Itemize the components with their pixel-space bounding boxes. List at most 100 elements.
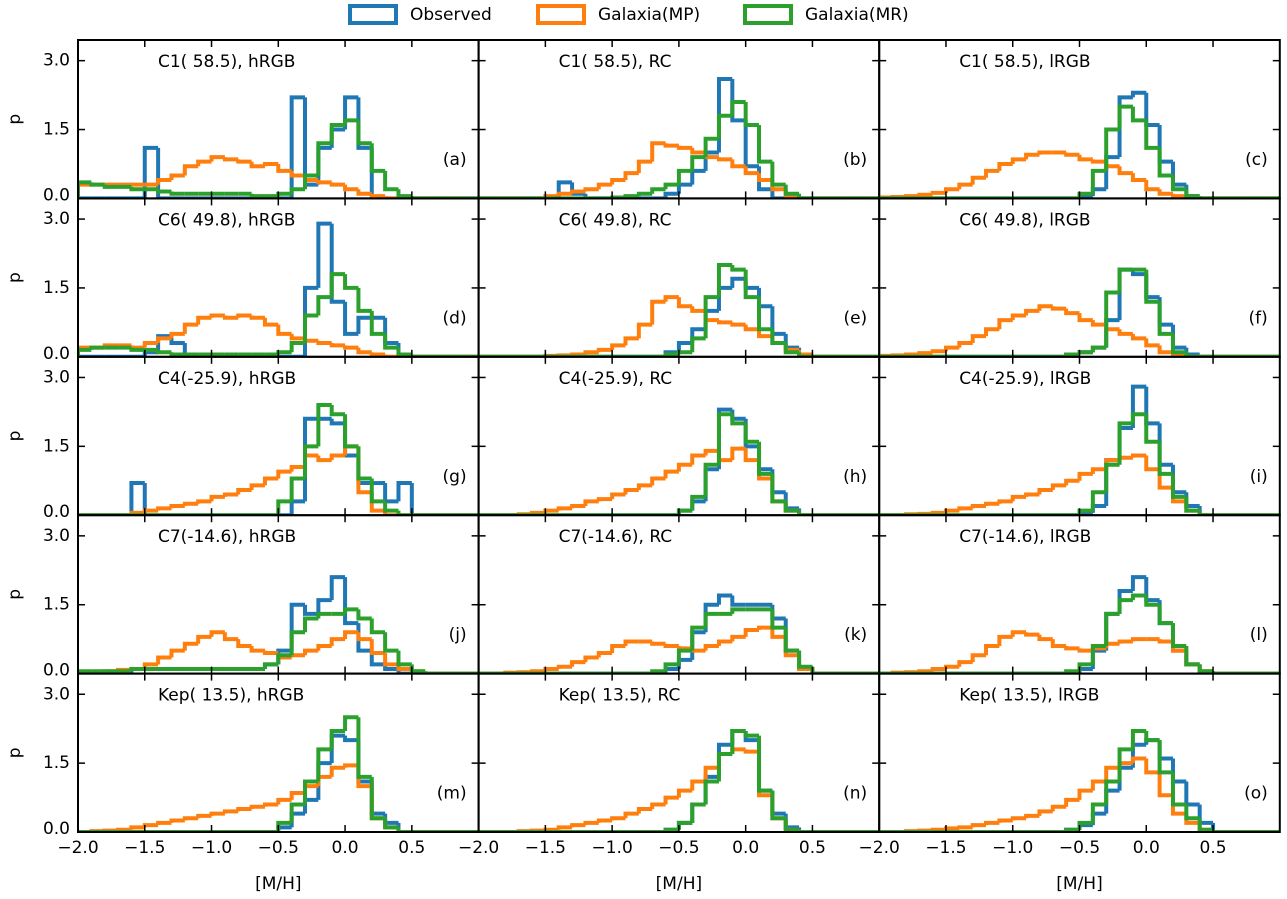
panel-annotation: (o) bbox=[1244, 784, 1268, 804]
histogram-step bbox=[1170, 758, 1187, 784]
histogram-step bbox=[1037, 304, 1053, 311]
histogram-step bbox=[917, 192, 933, 197]
histogram-step bbox=[1090, 648, 1107, 670]
histogram-step bbox=[1130, 412, 1147, 424]
histogram-step bbox=[383, 333, 399, 350]
histogram-step bbox=[583, 655, 599, 663]
histogram-step bbox=[289, 811, 306, 828]
panel: 0.0 1.5 3.0 C1( 58.5), hRGB (a) p bbox=[5, 39, 480, 205]
panel-annotation: (d) bbox=[443, 308, 467, 328]
histogram-step bbox=[316, 221, 332, 288]
histogram-step bbox=[596, 497, 613, 502]
histogram-step bbox=[690, 155, 706, 171]
histogram-step bbox=[316, 295, 332, 316]
histogram-step bbox=[303, 604, 319, 616]
panel: 0.0 1.5 3.0 −2.0 −1.5 −1.0 −0.5 0.0 0.5 Kep( 13.5… bbox=[5, 672, 480, 894]
histogram-step bbox=[943, 826, 960, 831]
plot-area bbox=[879, 90, 1280, 199]
y-axis-label: p bbox=[5, 272, 25, 283]
histogram-step bbox=[356, 287, 372, 313]
histogram-step bbox=[396, 650, 412, 667]
histogram-step bbox=[303, 797, 319, 814]
y-tick-label: 3.0 bbox=[43, 367, 70, 387]
histogram-step bbox=[543, 667, 559, 672]
histogram-step bbox=[690, 453, 706, 465]
histogram-step bbox=[262, 476, 279, 486]
histogram-step bbox=[289, 187, 306, 194]
histogram-step bbox=[196, 499, 212, 504]
histogram-step bbox=[997, 818, 1013, 823]
y-tick-label: 3.0 bbox=[43, 51, 70, 71]
histogram-step bbox=[222, 809, 239, 814]
y-tick-label: 1.5 bbox=[43, 120, 70, 140]
histogram-step bbox=[1144, 386, 1160, 426]
y-axis-label: p bbox=[5, 431, 25, 442]
histogram-step bbox=[303, 416, 319, 502]
histogram-step bbox=[730, 264, 746, 272]
histogram-step bbox=[1157, 639, 1173, 644]
histogram-step bbox=[757, 441, 773, 476]
histogram-step bbox=[329, 127, 346, 148]
histogram-step bbox=[650, 299, 666, 325]
histogram-step bbox=[810, 666, 826, 674]
panel-annotation: (a) bbox=[443, 150, 467, 170]
histogram-step bbox=[730, 446, 746, 461]
histogram-step bbox=[743, 749, 760, 754]
histogram-step bbox=[209, 155, 225, 162]
histogram-step bbox=[78, 182, 92, 199]
histogram-step bbox=[703, 602, 719, 633]
histogram-step bbox=[169, 336, 185, 346]
histogram-step bbox=[1170, 175, 1187, 192]
histogram-step bbox=[303, 173, 319, 190]
histogram-step bbox=[329, 182, 346, 187]
axes-frame bbox=[477, 197, 881, 358]
panel-annotation: (h) bbox=[843, 467, 867, 487]
histogram-step bbox=[583, 193, 599, 199]
histogram-step bbox=[1130, 728, 1147, 750]
histogram-step bbox=[623, 336, 639, 346]
histogram-step bbox=[1144, 577, 1160, 603]
histogram-step bbox=[276, 350, 292, 355]
histogram-step bbox=[730, 728, 746, 754]
histogram-step bbox=[1117, 421, 1133, 465]
histogram-step bbox=[730, 634, 746, 642]
histogram-step bbox=[1024, 308, 1040, 316]
x-tick-label: −1.0 bbox=[191, 838, 232, 858]
histogram-step bbox=[383, 317, 399, 346]
histogram-step bbox=[356, 717, 372, 779]
histogram-step bbox=[1157, 740, 1173, 775]
histogram-step bbox=[703, 295, 719, 339]
histogram-step bbox=[316, 747, 332, 782]
histogram-step bbox=[129, 481, 145, 516]
histogram-step bbox=[663, 295, 679, 302]
histogram-step bbox=[383, 483, 399, 504]
histogram-step bbox=[743, 627, 760, 637]
panel-annotation: (k) bbox=[844, 625, 867, 645]
panel-annotation: (m) bbox=[437, 784, 467, 804]
histogram-step bbox=[396, 827, 412, 832]
histogram-step bbox=[1130, 637, 1147, 642]
histogram-step bbox=[369, 639, 386, 655]
y-tick-label: 0.0 bbox=[43, 661, 70, 681]
histogram-step bbox=[716, 113, 733, 139]
histogram-step bbox=[650, 476, 666, 486]
x-tick-label: −2.0 bbox=[859, 838, 900, 858]
histogram-step bbox=[276, 499, 292, 516]
histogram-step bbox=[142, 508, 159, 513]
histogram-step bbox=[1184, 189, 1200, 199]
panel-annotation: (l) bbox=[1250, 625, 1268, 645]
histogram-step bbox=[209, 494, 225, 502]
histogram-step bbox=[369, 618, 386, 635]
histogram-step bbox=[997, 634, 1013, 647]
histogram-step bbox=[943, 187, 960, 193]
histogram-step bbox=[770, 473, 786, 504]
panel: C6( 49.8), RC (e) bbox=[477, 197, 881, 358]
histogram-step bbox=[1104, 161, 1120, 169]
histogram-step bbox=[303, 616, 319, 633]
histogram-step bbox=[1064, 152, 1080, 157]
histogram-step bbox=[1144, 180, 1160, 192]
x-tick-label: 0.0 bbox=[732, 838, 759, 858]
histogram-step bbox=[409, 664, 426, 674]
histogram-step bbox=[222, 492, 239, 497]
histogram-step bbox=[636, 322, 653, 339]
